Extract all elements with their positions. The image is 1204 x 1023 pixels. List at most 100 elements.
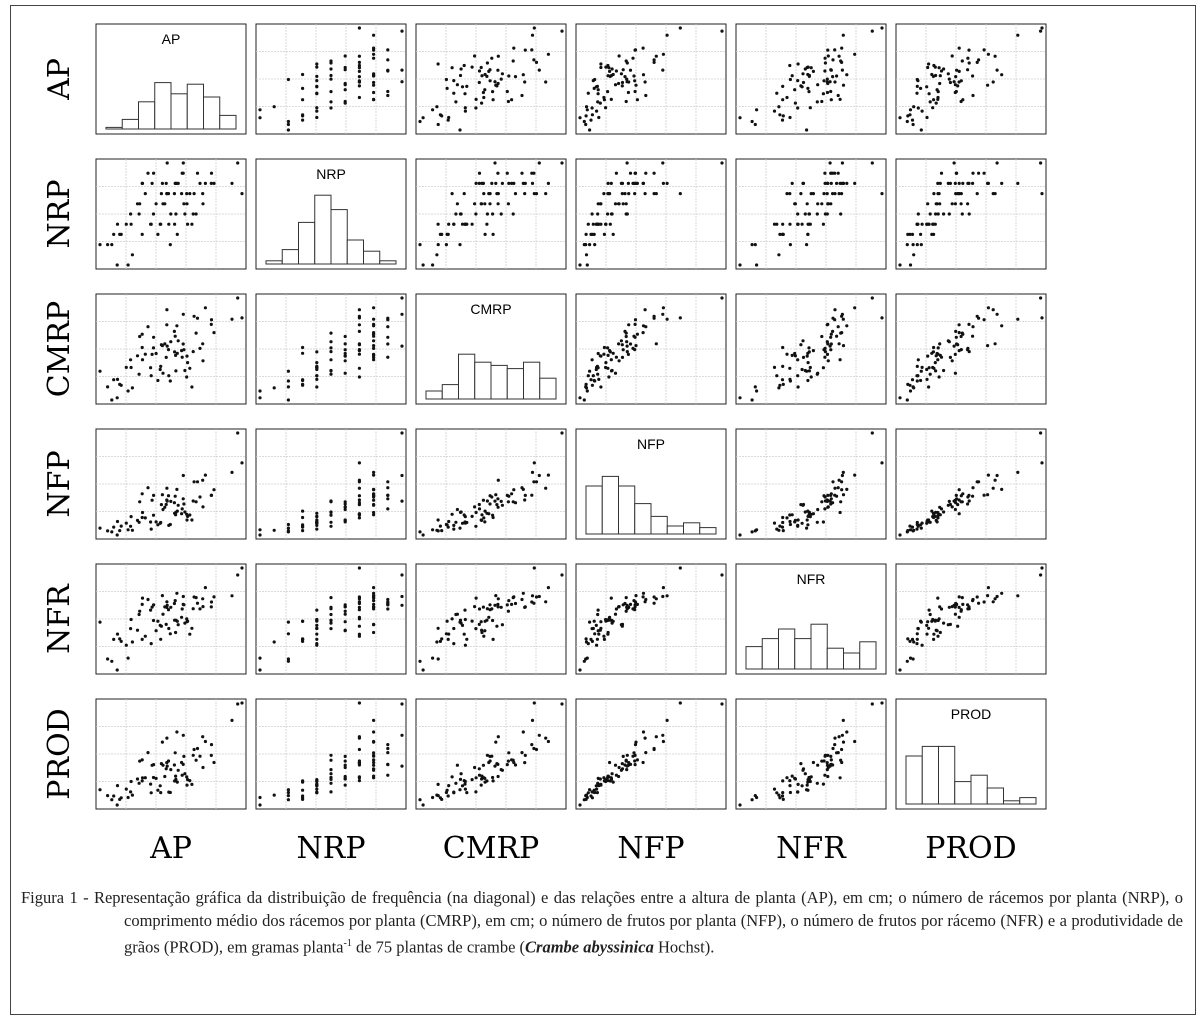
scatter-point — [821, 366, 826, 370]
scatter-point — [991, 486, 995, 490]
scatter-point — [474, 524, 478, 528]
scatter-point — [343, 759, 347, 763]
scatter-point — [357, 597, 361, 601]
scatter-point — [808, 515, 812, 519]
scatter-point — [596, 608, 600, 612]
scatter-point — [584, 243, 588, 247]
scatter-point — [610, 212, 614, 216]
scatter-point — [386, 48, 390, 52]
scatter-point — [967, 322, 971, 326]
scatter-point — [180, 615, 184, 619]
scatter-point — [357, 60, 361, 64]
scatter-point — [485, 499, 489, 503]
scatter-point — [627, 80, 631, 84]
scatter-point — [530, 594, 535, 598]
scatter-point — [479, 620, 483, 624]
scatter-point — [357, 501, 361, 505]
scatter-point — [606, 181, 610, 185]
scatter-point — [386, 486, 390, 490]
histogram-bar — [810, 623, 828, 670]
scatter-point — [124, 521, 128, 525]
row-label-nrp: NRP — [42, 179, 77, 248]
scatter-point — [829, 493, 833, 497]
col-label-prod: PROD — [925, 831, 1016, 866]
scatter-point — [98, 788, 102, 792]
scatter-point — [483, 88, 487, 92]
scatter-point — [991, 308, 995, 312]
scatter-point — [915, 77, 919, 82]
scatter-point — [641, 760, 645, 765]
scatter-point — [343, 763, 347, 767]
histogram-title-nfr: NFR — [797, 571, 826, 587]
scatter-point — [585, 795, 589, 800]
scatter-point — [807, 779, 811, 783]
scatter-point — [620, 355, 625, 359]
scatter-point — [938, 630, 942, 635]
scatter-point — [838, 776, 842, 780]
scatter-point — [928, 372, 932, 376]
scatter-point — [805, 788, 809, 792]
scatter-point — [926, 620, 930, 624]
scatter-point — [633, 335, 637, 339]
scatter-point — [510, 492, 514, 496]
scatter-point — [954, 329, 958, 333]
scatter-point — [513, 763, 518, 767]
scatter-point — [534, 595, 539, 599]
scatter-point — [455, 83, 459, 87]
scatter-point — [470, 65, 474, 69]
scatter-point — [661, 312, 665, 316]
scatter-point — [151, 212, 156, 216]
panel-ap-nrp — [255, 23, 407, 135]
scatter-point — [803, 772, 807, 776]
scatter-point — [470, 514, 474, 518]
scatter-point — [534, 60, 539, 64]
scatter-point — [932, 192, 936, 196]
scatter-point — [788, 784, 792, 788]
scatter-point — [386, 335, 390, 339]
scatter-point — [823, 212, 828, 216]
scatter-point — [496, 54, 500, 58]
scatter-point — [463, 520, 467, 524]
scatter-point — [1040, 566, 1044, 570]
scatter-point — [602, 352, 606, 356]
scatter-point — [174, 212, 178, 216]
scatter-point — [845, 73, 849, 77]
scatter-point — [840, 68, 845, 72]
scatter-point — [619, 72, 624, 76]
scatter-point — [301, 788, 305, 792]
scatter-point — [912, 640, 916, 644]
scatter-point — [176, 339, 180, 343]
scatter-point — [826, 322, 830, 326]
scatter-point — [372, 754, 376, 758]
scatter-point — [906, 114, 910, 118]
scatter-point — [258, 389, 262, 393]
scatter-point — [240, 192, 244, 196]
scatter-point — [755, 528, 759, 532]
scatter-point — [595, 84, 600, 88]
scatter-point — [386, 743, 390, 747]
scatter-point — [473, 505, 477, 509]
panel-nrp-nrp: NRP — [255, 158, 407, 270]
scatter-point — [593, 379, 597, 383]
scatter-point — [129, 779, 133, 784]
scatter-point — [159, 503, 163, 507]
scatter-point — [993, 597, 997, 601]
scatter-point — [816, 83, 820, 87]
scatter-point — [301, 529, 305, 533]
scatter-point — [169, 340, 173, 344]
scatter-point — [106, 657, 110, 661]
scatter-point — [138, 202, 142, 206]
scatter-point — [781, 791, 785, 795]
scatter-point — [386, 355, 390, 359]
scatter-point — [836, 171, 840, 175]
scatter-point — [870, 161, 874, 165]
scatter-point — [431, 656, 435, 660]
scatter-point — [474, 790, 478, 794]
scatter-point — [678, 192, 682, 196]
scatter-point — [491, 90, 495, 94]
scatter-point — [595, 637, 600, 641]
scatter-point — [195, 480, 200, 484]
scatter-point — [772, 222, 777, 226]
scatter-point — [183, 212, 187, 216]
scatter-point — [617, 359, 621, 363]
